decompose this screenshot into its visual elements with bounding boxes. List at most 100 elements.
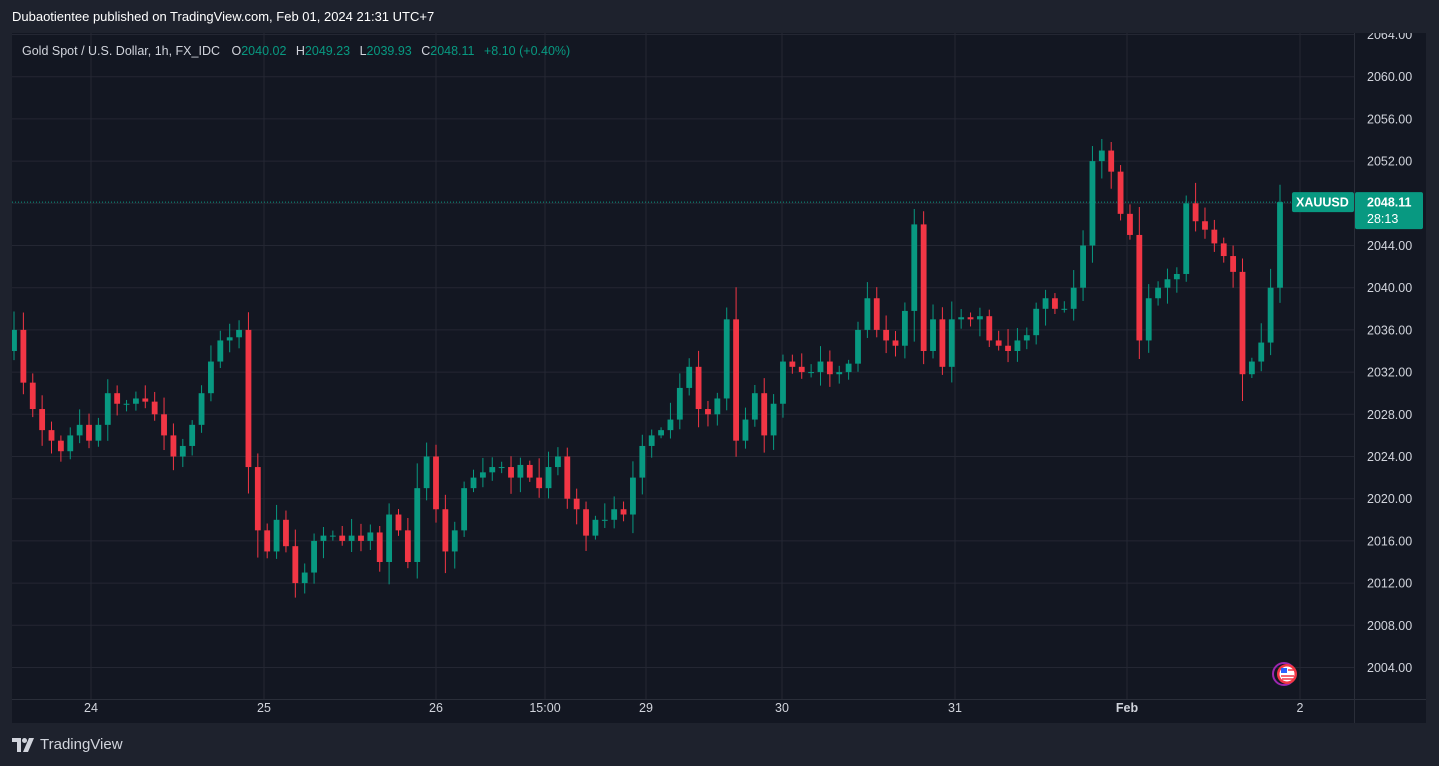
candle-body <box>1277 202 1283 288</box>
candle-body <box>967 317 974 320</box>
candle-body <box>836 372 843 375</box>
candle-body <box>170 435 177 457</box>
candle-body <box>555 456 561 468</box>
candle-body <box>95 424 102 441</box>
candle-body <box>1220 243 1227 257</box>
us-flag-event-icon[interactable] <box>1272 662 1297 686</box>
candle-body <box>104 393 111 425</box>
candle-body <box>423 456 430 489</box>
candle-body <box>226 337 233 341</box>
candles <box>12 138 1283 598</box>
candle-body <box>1070 287 1077 309</box>
candle-body <box>1098 150 1105 162</box>
price-tag: XAUUSD 2048.11 28:13 <box>1292 192 1423 230</box>
y-tick-label: 2056.00 <box>1367 112 1412 126</box>
candle-body <box>358 535 364 541</box>
candle-body <box>1052 298 1058 309</box>
candle-body <box>1239 271 1246 375</box>
candle-body <box>948 319 955 367</box>
candle-body <box>751 393 758 420</box>
candle-body <box>20 329 27 383</box>
chart-pane[interactable]: 2064.002060.002056.002052.002048.002044.… <box>12 33 1426 723</box>
candle-body <box>676 387 683 420</box>
x-tick-label: 24 <box>84 701 98 715</box>
candle-body <box>911 224 918 311</box>
candle-body <box>620 509 627 515</box>
candle-body <box>901 310 908 346</box>
candle-body <box>404 530 411 562</box>
y-tick-label: 2004.00 <box>1367 661 1412 675</box>
candle-body <box>1080 245 1086 288</box>
legend-symbol: Gold Spot / U.S. Dollar, 1h, FX_IDC <box>22 44 220 58</box>
candle-body <box>770 403 777 436</box>
legend-close: 2048.11 <box>430 44 475 58</box>
candle-body <box>1108 150 1115 172</box>
candle-body <box>123 403 130 405</box>
candle-body <box>1173 273 1180 280</box>
brand-label: TradingView <box>40 736 123 753</box>
y-tick-label: 2028.00 <box>1367 408 1412 422</box>
candle-body <box>780 361 786 404</box>
candle-body <box>245 329 252 468</box>
candle-body <box>1183 203 1190 274</box>
candle-body <box>67 435 74 452</box>
candle-body <box>977 316 983 320</box>
candle-body <box>376 532 383 562</box>
publisher-line: Dubaotientee published on TradingView.co… <box>12 9 435 24</box>
legend-close-label: C <box>421 44 431 58</box>
price-tag-bg <box>1355 192 1423 230</box>
y-tick-label: 2032.00 <box>1367 366 1412 380</box>
x-tick-label: 30 <box>775 701 789 715</box>
candle-body <box>133 398 139 404</box>
candle-body <box>348 535 355 541</box>
candle-body <box>536 477 543 489</box>
candle-body <box>1061 308 1068 310</box>
candle-body <box>1127 213 1133 235</box>
candle-body <box>855 329 861 364</box>
candle-body <box>508 467 514 478</box>
y-tick-label: 2020.00 <box>1367 492 1412 506</box>
candle-body <box>808 372 815 374</box>
candle-body <box>489 467 496 473</box>
candle-body <box>873 298 880 330</box>
candle-body <box>583 509 589 536</box>
candle-body <box>630 477 636 515</box>
candle-body <box>386 514 393 562</box>
candle-body <box>526 464 533 478</box>
candle-body <box>573 498 580 510</box>
x-tick-label: Feb <box>1116 701 1139 715</box>
candle-body <box>1117 171 1124 214</box>
candle-body <box>845 363 852 373</box>
candle-body <box>311 540 317 573</box>
candle-body <box>517 464 524 478</box>
x-tick-label: 25 <box>257 701 271 715</box>
ticker-tag-label: XAUUSD <box>1296 196 1349 210</box>
candle-body <box>1258 342 1265 362</box>
candle-body <box>292 546 299 584</box>
candle-body <box>1033 308 1040 336</box>
tradingview-logo-icon <box>12 737 34 752</box>
candlestick-chart[interactable]: 2064.002060.002056.002052.002048.002044.… <box>12 33 1426 723</box>
candle-body <box>686 366 693 388</box>
candle-body <box>1211 229 1218 244</box>
y-tick-label: 2044.00 <box>1367 239 1412 253</box>
candle-body <box>639 445 646 478</box>
candle-body <box>1005 345 1011 351</box>
y-tick-label: 2064.00 <box>1367 33 1412 42</box>
candle-body <box>742 419 749 441</box>
price-tag-countdown: 28:13 <box>1367 212 1398 226</box>
candle-body <box>826 361 833 375</box>
candle-body <box>592 519 599 536</box>
candle-body <box>733 319 739 441</box>
candle-body <box>433 456 439 510</box>
candle-body <box>789 361 796 367</box>
ohlc-legend: Gold Spot / U.S. Dollar, 1h, FX_IDC O204… <box>22 44 576 58</box>
tradingview-brand[interactable]: TradingView <box>12 736 123 753</box>
axes: 2064.002060.002056.002052.002048.002044.… <box>12 33 1426 723</box>
x-tick-label: 26 <box>429 701 443 715</box>
y-tick-label: 2036.00 <box>1367 323 1412 337</box>
candle-body <box>189 424 196 446</box>
candle-body <box>958 317 965 320</box>
candle-body <box>39 409 46 431</box>
y-tick-label: 2040.00 <box>1367 281 1412 295</box>
